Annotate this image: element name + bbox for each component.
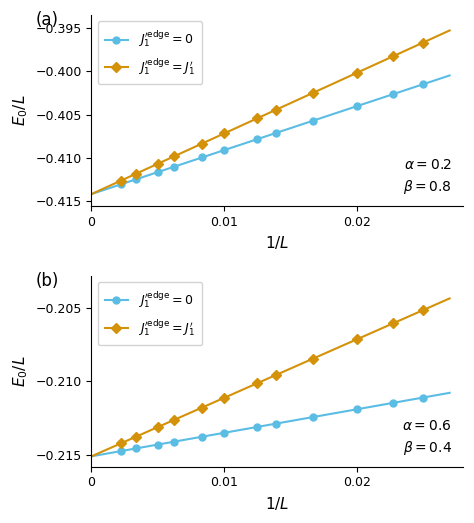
$J_1^{\prime\mathrm{edge}} = 0$ <box>390 91 396 97</box>
$J_1^{\prime\mathrm{edge}} = 0$ <box>273 130 279 136</box>
$J_1^{\prime\mathrm{edge}} = 0$ <box>155 169 161 175</box>
$J_1^{\prime\mathrm{edge}} = J_1^{\prime}$ <box>273 372 279 378</box>
$J_1^{\prime\mathrm{edge}} = J_1^{\prime}$ <box>221 130 227 137</box>
$J_1^{\prime\mathrm{edge}} = J_1^{\prime}$ <box>255 115 260 121</box>
$J_1^{\prime\mathrm{edge}} = 0$ <box>255 136 260 142</box>
$J_1^{\prime\mathrm{edge}} = J_1^{\prime}$ <box>221 395 227 401</box>
$J_1^{\prime\mathrm{edge}} = J_1^{\prime}$ <box>199 404 205 411</box>
$J_1^{\prime\mathrm{edge}} = 0$ <box>199 434 205 440</box>
$J_1^{\prime\mathrm{edge}} = 0$ <box>420 81 426 87</box>
$J_1^{\prime\mathrm{edge}} = 0$ <box>133 446 138 452</box>
X-axis label: $1/L$: $1/L$ <box>265 234 290 251</box>
$J_1^{\prime\mathrm{edge}} = 0$ <box>118 181 124 187</box>
$J_1^{\prime\mathrm{edge}} = 0$ <box>354 103 360 109</box>
Text: $\alpha = 0.2$
$\beta = 0.8$: $\alpha = 0.2$ $\beta = 0.8$ <box>403 158 452 196</box>
$J_1^{\prime\mathrm{edge}} = 0$ <box>133 176 138 183</box>
$J_1^{\prime\mathrm{edge}} = J_1^{\prime}$ <box>354 70 360 76</box>
$J_1^{\prime\mathrm{edge}} = J_1^{\prime}$ <box>390 53 396 60</box>
$J_1^{\prime\mathrm{edge}} = 0$ <box>221 147 227 153</box>
$J_1^{\prime\mathrm{edge}} = J_1^{\prime}$ <box>172 417 177 423</box>
$J_1^{\prime\mathrm{edge}} = J_1^{\prime}$ <box>118 177 124 184</box>
$J_1^{\prime\mathrm{edge}} = J_1^{\prime}$ <box>310 356 315 362</box>
$J_1^{\prime\mathrm{edge}} = 0$ <box>221 430 227 436</box>
Y-axis label: $E_0/L$: $E_0/L$ <box>11 355 30 387</box>
Text: (b): (b) <box>36 272 59 290</box>
$J_1^{\prime\mathrm{edge}} = 0$ <box>199 154 205 161</box>
$J_1^{\prime\mathrm{edge}} = J_1^{\prime}$ <box>273 107 279 113</box>
Line: $J_1^{\prime\mathrm{edge}} = 0$: $J_1^{\prime\mathrm{edge}} = 0$ <box>118 81 427 188</box>
$J_1^{\prime\mathrm{edge}} = 0$ <box>420 394 426 401</box>
Line: $J_1^{\prime\mathrm{edge}} = J_1^{\prime}$: $J_1^{\prime\mathrm{edge}} = J_1^{\prime… <box>118 306 427 447</box>
$J_1^{\prime\mathrm{edge}} = 0$ <box>255 424 260 430</box>
Legend: $J_1^{\prime\mathrm{edge}} = 0$, $J_1^{\prime\mathrm{edge}} = J_1^{\prime}$: $J_1^{\prime\mathrm{edge}} = 0$, $J_1^{\… <box>98 282 202 345</box>
$J_1^{\prime\mathrm{edge}} = J_1^{\prime}$ <box>420 307 426 313</box>
Line: $J_1^{\prime\mathrm{edge}} = 0$: $J_1^{\prime\mathrm{edge}} = 0$ <box>118 394 427 454</box>
$J_1^{\prime\mathrm{edge}} = 0$ <box>354 406 360 413</box>
$J_1^{\prime\mathrm{edge}} = J_1^{\prime}$ <box>354 336 360 343</box>
$J_1^{\prime\mathrm{edge}} = J_1^{\prime}$ <box>255 380 260 386</box>
$J_1^{\prime\mathrm{edge}} = 0$ <box>310 414 315 420</box>
$J_1^{\prime\mathrm{edge}} = J_1^{\prime}$ <box>420 39 426 46</box>
X-axis label: $1/L$: $1/L$ <box>265 495 290 512</box>
$J_1^{\prime\mathrm{edge}} = J_1^{\prime}$ <box>172 153 177 160</box>
Line: $J_1^{\prime\mathrm{edge}} = J_1^{\prime}$: $J_1^{\prime\mathrm{edge}} = J_1^{\prime… <box>118 39 427 184</box>
$J_1^{\prime\mathrm{edge}} = J_1^{\prime}$ <box>155 161 161 167</box>
Legend: $J_1^{\prime\mathrm{edge}} = 0$, $J_1^{\prime\mathrm{edge}} = J_1^{\prime}$: $J_1^{\prime\mathrm{edge}} = 0$, $J_1^{\… <box>98 21 202 84</box>
$J_1^{\prime\mathrm{edge}} = 0$ <box>273 420 279 427</box>
Y-axis label: $E_0/L$: $E_0/L$ <box>11 95 30 126</box>
$J_1^{\prime\mathrm{edge}} = J_1^{\prime}$ <box>155 424 161 430</box>
$J_1^{\prime\mathrm{edge}} = J_1^{\prime}$ <box>310 90 315 96</box>
$J_1^{\prime\mathrm{edge}} = 0$ <box>310 118 315 124</box>
$J_1^{\prime\mathrm{edge}} = 0$ <box>172 438 177 445</box>
$J_1^{\prime\mathrm{edge}} = 0$ <box>390 400 396 406</box>
$J_1^{\prime\mathrm{edge}} = J_1^{\prime}$ <box>133 170 138 177</box>
$J_1^{\prime\mathrm{edge}} = 0$ <box>118 448 124 454</box>
Text: $\alpha = 0.6$
$\beta = 0.4$: $\alpha = 0.6$ $\beta = 0.4$ <box>402 418 452 457</box>
$J_1^{\prime\mathrm{edge}} = J_1^{\prime}$ <box>118 440 124 447</box>
$J_1^{\prime\mathrm{edge}} = J_1^{\prime}$ <box>390 320 396 326</box>
$J_1^{\prime\mathrm{edge}} = J_1^{\prime}$ <box>199 141 205 147</box>
$J_1^{\prime\mathrm{edge}} = 0$ <box>155 441 161 448</box>
$J_1^{\prime\mathrm{edge}} = J_1^{\prime}$ <box>133 434 138 440</box>
Text: (a): (a) <box>36 11 59 29</box>
$J_1^{\prime\mathrm{edge}} = 0$ <box>172 164 177 170</box>
